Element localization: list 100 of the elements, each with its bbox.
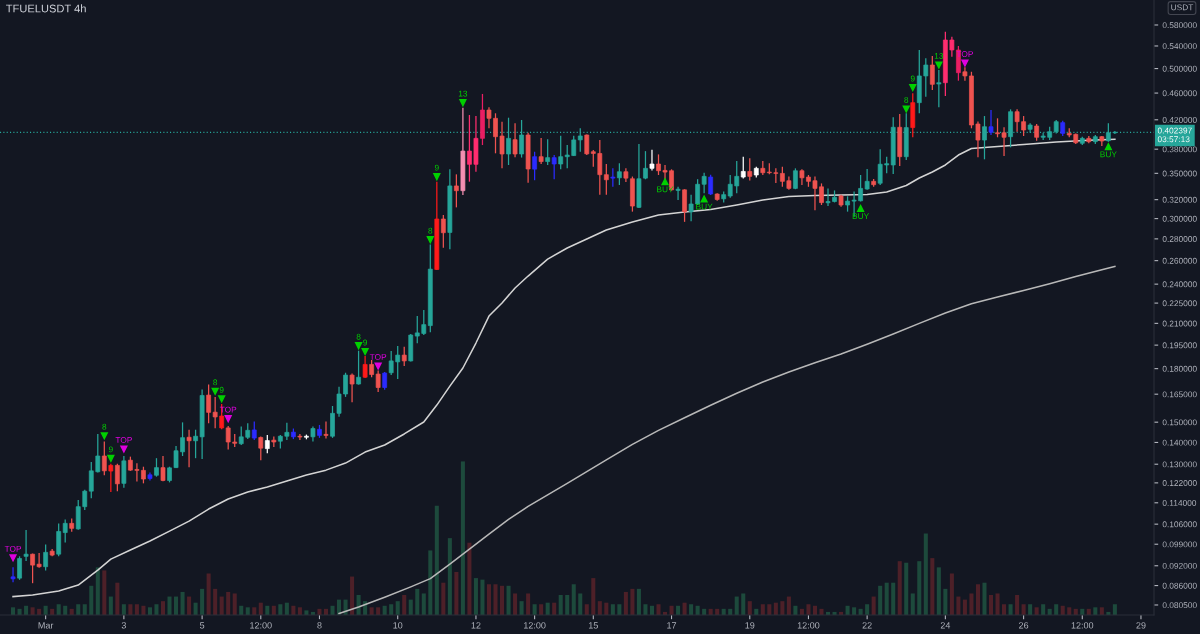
bar [878,585,883,615]
bar [643,604,648,615]
bar [571,584,576,615]
bar [154,604,159,615]
bar [108,596,113,615]
bar [206,573,211,615]
bar [1028,604,1033,615]
bar [897,561,902,615]
bar [500,585,505,615]
bar [454,571,459,615]
bar [917,561,922,615]
x-tick-label: 5 [199,622,205,629]
candlestick [114,463,120,492]
bar [969,593,974,615]
bar [617,604,622,615]
bar [532,604,537,615]
candlestick [10,566,16,583]
candlestick [258,435,264,461]
candlestick [538,137,544,165]
annotation: BUY [1100,151,1117,158]
candlestick [23,529,29,562]
annotation: 8 [356,333,361,340]
candlestick [936,69,942,108]
x-tick-label: 8 [317,622,322,629]
x-tick-label: 22 [862,622,872,629]
bar [904,562,909,615]
bar [232,593,237,615]
y-tick-label: 0.240000 [1162,281,1197,288]
bar [480,579,485,615]
bar [943,588,948,615]
candlestick [545,138,551,166]
bar [245,607,250,615]
bar [962,599,967,615]
y-tick-label: 0.225000 [1162,300,1197,307]
bar [1002,604,1007,615]
x-tick-label: 15 [588,622,598,629]
bar [988,595,994,615]
bar [910,593,915,615]
candlestick [43,543,49,572]
candlestick [362,355,368,379]
y-tick-label: 0.280000 [1162,236,1197,242]
y-tick-label: 0.540000 [1162,43,1197,50]
bar [995,593,1000,615]
bar [174,596,179,615]
bar [226,591,231,615]
bar [128,604,133,615]
y-tick-label: 0.420000 [1162,116,1197,123]
bar [428,550,433,615]
candlestick [154,457,159,478]
candlestick [512,122,518,158]
candlestick [558,135,564,170]
bar [389,604,394,615]
y-tick-label: 0.580000 [1162,22,1197,29]
y-tick-label: 0.350000 [1162,170,1197,177]
y-tick-label: 0.114000 [1162,499,1197,506]
bar [982,582,987,615]
y-tick-label: 0.086000 [1162,582,1197,589]
y-tick-label: 0.130000 [1162,461,1197,468]
bar [539,604,544,615]
y-tick-label: 0.106000 [1162,521,1197,528]
bar [656,604,661,615]
candlestick [108,463,114,493]
x-tick-label: 12:00 [524,622,546,629]
bar [147,607,152,615]
y-tick-label: 0.320000 [1162,196,1197,203]
bar [30,607,35,615]
bar [415,588,420,615]
bar [871,596,876,615]
bar [486,584,491,615]
annotation: 9 [219,386,224,393]
y-tick-label: 0.150000 [1162,419,1197,426]
candlestick [988,109,994,136]
bar [95,567,100,615]
x-tick-label: 24 [940,622,951,629]
annotation: TOP [369,354,387,360]
candlestick [62,518,68,544]
annotation: 8 [428,227,433,234]
bar [930,558,935,615]
bar [297,607,302,615]
bar [1067,607,1072,615]
bar [956,596,961,615]
y-tick-label: 0.210000 [1162,320,1197,327]
bar [134,604,139,615]
bar [865,604,870,615]
bar [936,567,941,615]
bar [1041,604,1046,615]
y-tick-label: 0.460000 [1162,90,1197,97]
bar [421,593,426,615]
bar [780,601,785,615]
candlestick [401,346,407,367]
bar [747,601,752,615]
y-tick-label: 0.080500 [1162,602,1197,609]
x-tick-label: 12:00 [250,622,272,629]
bar [623,591,628,615]
bar [278,604,283,615]
bar [819,608,824,615]
y-tick-label: 0.500000 [1162,65,1197,72]
candlestick [17,555,22,581]
candlestick [682,188,687,223]
bar [526,593,531,615]
